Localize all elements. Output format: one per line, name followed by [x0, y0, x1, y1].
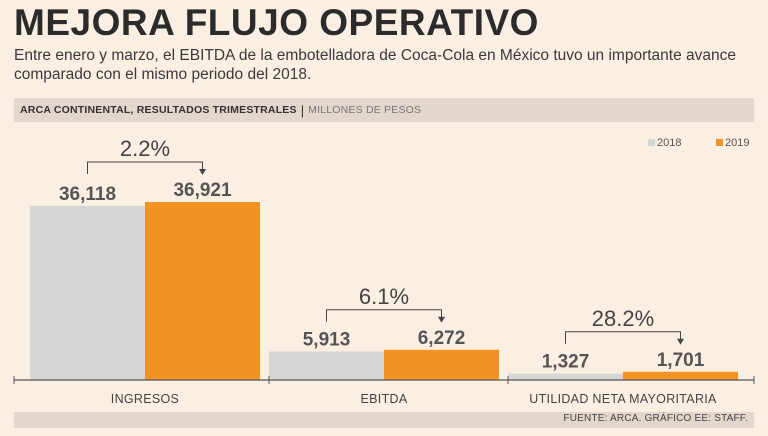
growth-arrow-icon — [677, 338, 684, 345]
growth-bracket — [87, 161, 203, 174]
growth-label: 6.1% — [359, 284, 409, 309]
growth-arrow-icon — [438, 316, 445, 323]
page-title: MEJORA FLUJO OPERATIVO — [14, 2, 539, 43]
data-label: 36,118 — [59, 184, 116, 205]
header-separator: | — [300, 102, 305, 118]
legend-label: 2018 — [657, 137, 681, 149]
bar — [269, 351, 384, 380]
growth-arrow-icon — [199, 169, 206, 175]
category-label: UTILIDAD NETA MAYORITARIA — [529, 392, 717, 406]
growth-bracket — [326, 309, 442, 322]
category-label: EBITDA — [361, 392, 408, 406]
growth-label: 2.2% — [120, 136, 170, 161]
data-label: 36,921 — [173, 180, 232, 201]
bar — [508, 373, 623, 380]
legend-swatch — [648, 139, 655, 146]
bar — [623, 371, 738, 380]
page-subtitle: Entre enero y marzo, el EBITDA de la emb… — [14, 47, 736, 83]
category-label: INGRESOS — [111, 392, 179, 406]
bar — [145, 202, 260, 380]
growth-bracket — [565, 331, 681, 344]
bar — [384, 349, 499, 380]
data-label: 1,327 — [542, 352, 590, 373]
data-label: 5,913 — [303, 329, 351, 350]
legend-label: 2019 — [725, 137, 749, 149]
legend-swatch — [716, 139, 723, 146]
bar — [30, 205, 145, 380]
chart-title: ARCA CONTINENTAL, RESULTADOS TRIMESTRALE… — [20, 104, 297, 116]
chart-header-band: ARCA CONTINENTAL, RESULTADOS TRIMESTRALE… — [14, 98, 754, 122]
growth-label: 28.2% — [592, 306, 654, 331]
data-label: 1,701 — [657, 350, 705, 371]
data-label: 6,272 — [418, 328, 466, 349]
footer-band: FUENTE: ARCA. GRÁFICO EE: STAFF. — [14, 412, 754, 428]
chart-unit: MILLONES DE PESOS — [308, 104, 422, 116]
source-note: FUENTE: ARCA. GRÁFICO EE: STAFF. — [563, 413, 748, 424]
